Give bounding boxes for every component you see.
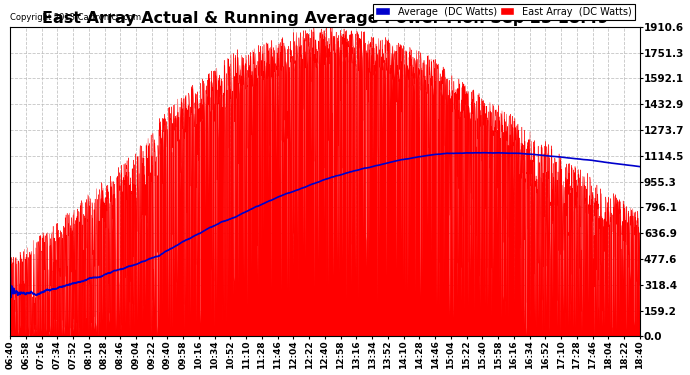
Legend: Average  (DC Watts), East Array  (DC Watts): Average (DC Watts), East Array (DC Watts… [373,4,635,20]
Text: Copyright 2013 Cartronics.com: Copyright 2013 Cartronics.com [10,13,141,22]
Title: East Array Actual & Running Average Power Mon Sep 23 18:49: East Array Actual & Running Average Powe… [41,10,608,26]
